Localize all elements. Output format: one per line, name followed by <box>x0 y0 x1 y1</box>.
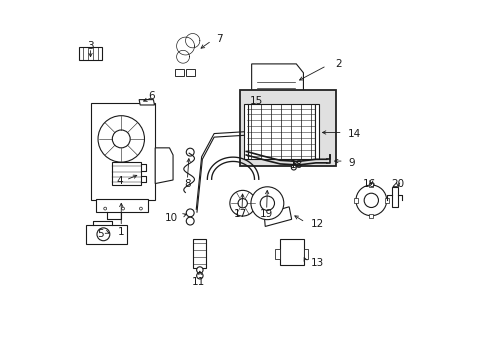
Bar <box>185 68 194 76</box>
Bar <box>244 104 247 159</box>
Bar <box>112 162 141 185</box>
Circle shape <box>196 267 203 273</box>
Bar <box>80 47 102 60</box>
Text: 4: 4 <box>116 176 123 186</box>
Circle shape <box>98 116 144 162</box>
Bar <box>391 187 397 207</box>
Circle shape <box>250 187 283 220</box>
Bar <box>384 198 388 203</box>
FancyBboxPatch shape <box>240 90 335 166</box>
Polygon shape <box>264 207 291 226</box>
Text: 3: 3 <box>87 41 94 51</box>
Bar <box>368 213 373 218</box>
Bar <box>314 104 318 159</box>
Text: 11: 11 <box>192 277 205 287</box>
Circle shape <box>139 207 142 210</box>
Text: 16: 16 <box>362 179 375 189</box>
Text: 5: 5 <box>97 229 103 239</box>
Text: 15: 15 <box>249 96 263 106</box>
Polygon shape <box>251 64 303 100</box>
Text: 18: 18 <box>289 160 302 170</box>
Bar <box>303 249 308 259</box>
Text: 12: 12 <box>310 219 323 229</box>
Circle shape <box>97 228 110 241</box>
Circle shape <box>355 185 386 216</box>
Bar <box>279 239 303 265</box>
Text: 14: 14 <box>347 129 361 139</box>
Text: 13: 13 <box>310 258 323 268</box>
Text: 20: 20 <box>391 179 404 189</box>
Circle shape <box>238 199 247 208</box>
Text: 7: 7 <box>216 34 222 44</box>
Circle shape <box>364 193 378 207</box>
Bar <box>193 239 205 267</box>
Text: 17: 17 <box>234 209 247 219</box>
Bar <box>91 103 155 200</box>
Circle shape <box>186 209 194 217</box>
Bar <box>353 198 357 203</box>
Text: 19: 19 <box>260 209 273 219</box>
Circle shape <box>103 207 106 210</box>
Circle shape <box>186 217 194 225</box>
Bar <box>274 249 279 259</box>
Bar <box>85 225 126 244</box>
Polygon shape <box>155 148 173 184</box>
Bar <box>96 199 148 212</box>
Text: 9: 9 <box>347 158 354 168</box>
Text: 8: 8 <box>183 179 190 189</box>
Text: 6: 6 <box>148 91 155 101</box>
Circle shape <box>186 148 194 156</box>
Bar <box>175 68 184 76</box>
Circle shape <box>229 190 255 216</box>
Circle shape <box>196 273 203 279</box>
Text: 2: 2 <box>335 59 342 69</box>
Circle shape <box>122 207 124 210</box>
Circle shape <box>291 165 296 170</box>
Circle shape <box>260 196 274 210</box>
Bar <box>368 183 373 187</box>
Polygon shape <box>139 100 154 105</box>
Circle shape <box>112 130 130 148</box>
Text: 1: 1 <box>118 227 124 237</box>
Bar <box>247 104 314 159</box>
Text: 10: 10 <box>165 212 178 222</box>
